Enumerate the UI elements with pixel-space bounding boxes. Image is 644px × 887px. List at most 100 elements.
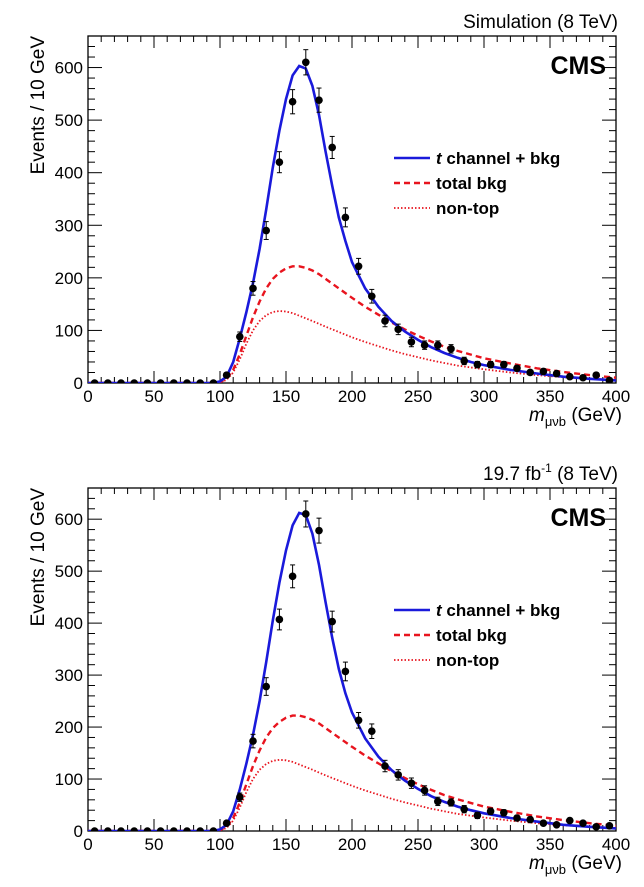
data-point bbox=[143, 827, 152, 831]
data-point bbox=[196, 827, 204, 831]
data-point bbox=[275, 615, 284, 624]
data-point bbox=[605, 376, 614, 383]
data-point bbox=[354, 262, 363, 271]
data-point bbox=[407, 338, 416, 346]
x-tick-label: 350 bbox=[536, 387, 564, 406]
x-tick-label: 300 bbox=[470, 835, 498, 854]
data-point bbox=[222, 371, 231, 379]
data-point bbox=[566, 816, 574, 825]
x-tick-label: 400 bbox=[602, 835, 630, 854]
data-point bbox=[500, 360, 508, 369]
data-point bbox=[539, 819, 548, 828]
data-point bbox=[249, 284, 257, 293]
data-point bbox=[156, 379, 165, 383]
data-point bbox=[420, 786, 429, 795]
data-point bbox=[473, 811, 482, 820]
y-tick-label: 300 bbox=[55, 216, 83, 235]
x-axis-label: mμνb (GeV) bbox=[529, 405, 622, 429]
x-tick-label: 200 bbox=[338, 835, 366, 854]
y-tick-label: 100 bbox=[55, 321, 83, 340]
data-point bbox=[328, 143, 337, 152]
data-point bbox=[302, 58, 310, 67]
data-point bbox=[341, 667, 350, 676]
data-point bbox=[605, 822, 614, 830]
data-point bbox=[368, 727, 376, 736]
series-line-total_bkg bbox=[88, 714, 616, 831]
x-tick-label: 400 bbox=[602, 387, 630, 406]
x-tick-label: 350 bbox=[536, 835, 564, 854]
data-point bbox=[249, 737, 257, 745]
data-point bbox=[579, 373, 587, 382]
data-point bbox=[407, 779, 416, 787]
data-point bbox=[130, 379, 138, 383]
data-point bbox=[341, 213, 350, 222]
data-point bbox=[526, 368, 534, 377]
data-point bbox=[552, 369, 561, 378]
x-tick-label: 250 bbox=[404, 835, 432, 854]
data-point bbox=[579, 819, 587, 828]
data-point bbox=[236, 332, 244, 341]
header-label: 19.7 fb-1 (8 TeV) bbox=[483, 461, 618, 485]
x-tick-label: 0 bbox=[83, 835, 92, 854]
y-tick-label: 400 bbox=[55, 164, 83, 183]
data-point bbox=[209, 379, 218, 383]
y-tick-label: 0 bbox=[74, 374, 83, 393]
data-point bbox=[288, 97, 297, 106]
y-tick-label: 500 bbox=[55, 562, 83, 581]
data-point bbox=[262, 682, 271, 691]
data-point bbox=[117, 379, 125, 383]
data-point bbox=[539, 367, 548, 376]
y-axis-label: Events / 10 GeV bbox=[28, 488, 49, 627]
x-tick-label: 100 bbox=[206, 387, 234, 406]
data-point bbox=[592, 823, 600, 831]
x-tick-label: 0 bbox=[83, 387, 92, 406]
data-point bbox=[394, 325, 403, 334]
data-point bbox=[526, 815, 534, 824]
experiment-label: CMS bbox=[550, 504, 606, 532]
data-point bbox=[328, 617, 337, 626]
data-point bbox=[486, 360, 495, 369]
series-line-signal bbox=[88, 511, 616, 831]
y-tick-label: 0 bbox=[74, 822, 83, 841]
data-point bbox=[90, 379, 99, 383]
data-point bbox=[183, 379, 191, 383]
data-point bbox=[130, 827, 138, 831]
series-line-signal bbox=[88, 64, 616, 383]
data-point bbox=[513, 814, 521, 822]
y-tick-label: 200 bbox=[55, 718, 83, 737]
y-tick-label: 200 bbox=[55, 269, 83, 288]
data-point bbox=[222, 819, 231, 828]
data-point bbox=[473, 360, 482, 369]
data-point bbox=[170, 827, 178, 831]
experiment-label: CMS bbox=[550, 52, 606, 80]
series-line-non_top bbox=[88, 758, 616, 831]
y-tick-label: 400 bbox=[55, 614, 83, 633]
data-point bbox=[447, 345, 455, 353]
data-point bbox=[381, 317, 389, 325]
chart-panel-top: 0 50 100 150 200 250 300 350 400 0 100 200 300 400 500… bbox=[28, 12, 630, 429]
data-point bbox=[460, 805, 469, 813]
x-tick-label: 50 bbox=[145, 387, 164, 406]
data-point bbox=[104, 379, 112, 383]
plot-frame bbox=[87, 35, 617, 384]
data-point bbox=[236, 793, 244, 802]
data-point bbox=[434, 341, 442, 349]
legend-label: non-top bbox=[436, 199, 499, 218]
chart-panel-bottom: 0 50 100 150 200 250 300 350 400 0 100 200 300 400 500… bbox=[28, 461, 630, 877]
data-point bbox=[156, 827, 165, 831]
data-point bbox=[500, 809, 508, 817]
legend-label: total bkg bbox=[436, 174, 507, 193]
y-tick-label: 500 bbox=[55, 111, 83, 130]
y-tick-label: 300 bbox=[55, 666, 83, 685]
series-line-total_bkg bbox=[88, 265, 616, 383]
data-point bbox=[434, 797, 442, 806]
data-point bbox=[315, 96, 323, 104]
x-tick-label: 150 bbox=[272, 835, 300, 854]
legend-label: non-top bbox=[436, 651, 499, 670]
data-point bbox=[394, 771, 403, 779]
data-point bbox=[552, 820, 561, 829]
x-tick-label: 300 bbox=[470, 387, 498, 406]
data-point bbox=[302, 510, 310, 518]
x-axis-label: mμνb (GeV) bbox=[529, 853, 622, 877]
data-point bbox=[460, 357, 469, 365]
